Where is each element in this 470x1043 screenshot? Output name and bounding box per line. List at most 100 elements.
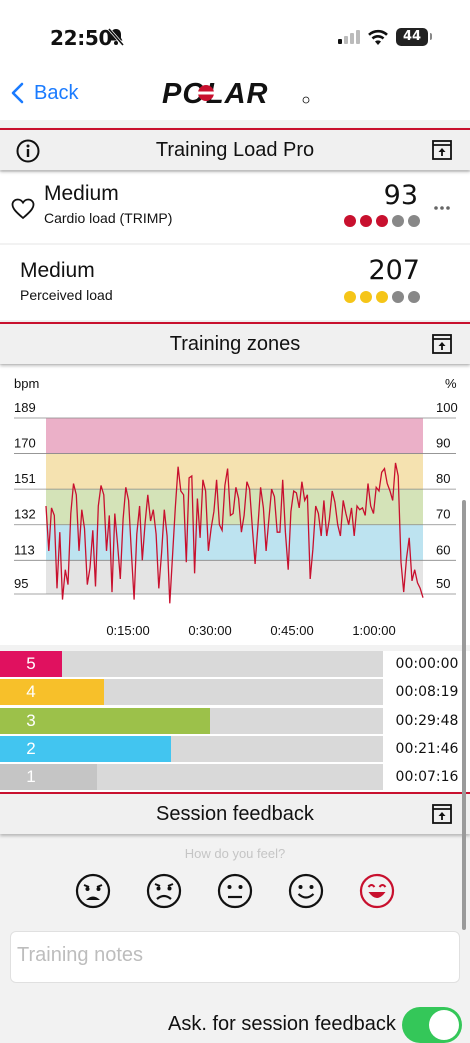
back-label: Back xyxy=(34,81,79,104)
very-sad-face-icon[interactable] xyxy=(75,873,111,909)
zone-number: 5 xyxy=(0,651,62,677)
x-tick-label: 1:00:00 xyxy=(352,623,395,638)
y-tick-right: 100 xyxy=(436,400,458,415)
heart-rate-chart: 189 170 151 132 113 95 100 90 80 70 60 50 0:15:00 0… xyxy=(0,365,470,645)
battery-tip xyxy=(430,33,432,40)
zone-bar xyxy=(62,679,104,706)
chevron-left-icon xyxy=(11,82,24,104)
y-tick-right: 60 xyxy=(436,542,450,557)
y-tick-right: 90 xyxy=(436,436,450,451)
zone-row-1: 1 00:07:16 xyxy=(0,764,470,791)
training-load-header: Training Load Pro xyxy=(0,128,470,170)
y-tick-left: 170 xyxy=(14,436,36,451)
cellular-signal-icon xyxy=(338,30,360,44)
load-dot xyxy=(344,215,356,227)
ask-feedback-label: Ask. for session feedback xyxy=(168,1013,396,1035)
perceived-load-row: Medium Perceived load 207 xyxy=(0,245,470,320)
session-feedback-title: Session feedback xyxy=(156,802,314,825)
load-dot xyxy=(408,215,420,227)
perceived-load-dots xyxy=(344,291,420,303)
zone-bar xyxy=(62,735,172,762)
y-tick-left: 189 xyxy=(14,400,36,415)
polar-logo: POLAR xyxy=(162,79,310,107)
y-tick-left: 95 xyxy=(14,576,28,591)
zone-row-2: 2 00:21:46 xyxy=(0,735,470,762)
load-dot xyxy=(392,215,404,227)
heart-rate-line xyxy=(45,462,424,604)
training-notes-input[interactable]: Training notes xyxy=(10,931,460,983)
cardio-load-label: Cardio load (TRIMP) xyxy=(44,210,173,226)
session-feedback-header: Session feedback xyxy=(0,792,470,834)
load-dot xyxy=(360,215,372,227)
x-tick-label: 0:15:00 xyxy=(106,623,149,638)
x-tick-label: 0:30:00 xyxy=(188,623,231,638)
load-dot xyxy=(392,291,404,303)
load-dot xyxy=(376,291,388,303)
expand-section-icon[interactable] xyxy=(432,140,452,160)
neutral-face-icon[interactable] xyxy=(217,873,253,909)
zone-time: 00:21:46 xyxy=(384,735,470,762)
y-tick-left: 113 xyxy=(14,542,35,557)
zone-number: 3 xyxy=(0,707,62,734)
zone-band-4 xyxy=(46,453,423,490)
scrollbar[interactable] xyxy=(462,500,466,930)
y-tick-right: 70 xyxy=(436,507,450,522)
cardio-load-value: 93 xyxy=(383,180,418,211)
battery-indicator: 44 xyxy=(396,28,428,46)
zone-row-4: 4 00:08:19 xyxy=(0,679,470,706)
toggle-knob xyxy=(429,1010,459,1040)
y-unit-right: % xyxy=(445,376,457,391)
very-happy-face-icon[interactable] xyxy=(359,873,395,909)
training-load-title: Training Load Pro xyxy=(155,138,315,161)
training-zones-title: Training zones xyxy=(169,332,301,355)
zone-bar xyxy=(62,707,210,734)
x-tick-label: 0:45:00 xyxy=(270,623,313,638)
zone-bar xyxy=(62,764,98,791)
ask-feedback-toggle[interactable] xyxy=(402,1007,462,1043)
y-tick-left: 151 xyxy=(14,471,36,486)
zone-time: 00:08:19 xyxy=(384,679,470,706)
back-button[interactable]: Back xyxy=(10,78,78,108)
zone-row-5: 5 00:00:00 xyxy=(0,651,470,677)
zone-row-3: 3 00:29:48 xyxy=(0,707,470,734)
svg-text:POLAR: POLAR xyxy=(162,79,269,107)
expand-section-icon[interactable] xyxy=(432,334,452,354)
load-dot xyxy=(344,291,356,303)
sad-face-icon[interactable] xyxy=(146,873,182,909)
heart-rate-chart-svg: 189 170 151 132 113 95 100 90 80 70 60 50 0:15:00 0… xyxy=(14,376,458,638)
load-dot xyxy=(408,291,420,303)
status-time: 22:50 xyxy=(50,26,113,50)
status-bar: 22:50 44 xyxy=(0,0,470,70)
perceived-load-value: 207 xyxy=(368,255,420,286)
zone-time: 00:07:16 xyxy=(384,764,470,791)
more-options-icon[interactable] xyxy=(433,205,451,211)
zone-band-2 xyxy=(46,524,423,561)
zone-number: 4 xyxy=(0,679,62,706)
cardio-load-level: Medium xyxy=(44,182,119,205)
zone-band-1 xyxy=(46,560,423,594)
zone-number: 1 xyxy=(0,764,62,791)
perceived-load-level: Medium xyxy=(20,259,95,282)
feel-question: How do you feel? xyxy=(184,846,286,861)
happy-face-icon[interactable] xyxy=(288,873,324,909)
zone-track xyxy=(0,651,383,677)
nav-bar: Back POLAR xyxy=(0,70,470,120)
load-dot xyxy=(360,291,372,303)
training-zones-header: Training zones xyxy=(0,322,470,364)
load-dot xyxy=(376,215,388,227)
cardio-load-row[interactable]: Medium Cardio load (TRIMP) 93 xyxy=(0,172,470,243)
info-icon[interactable] xyxy=(16,139,40,163)
zone-band-5 xyxy=(46,418,423,454)
expand-section-icon[interactable] xyxy=(432,804,452,824)
zone-time: 00:00:00 xyxy=(384,651,470,677)
wifi-icon xyxy=(368,29,388,45)
y-tick-right: 50 xyxy=(436,576,450,591)
y-tick-left: 132 xyxy=(14,507,36,522)
zone-number: 2 xyxy=(0,735,62,762)
perceived-load-label: Perceived load xyxy=(20,287,113,303)
session-feedback: How do you feel? Training notes Ask. for… xyxy=(0,835,470,1043)
zone-time: 00:29:48 xyxy=(384,707,470,734)
bell-muted-icon xyxy=(108,28,124,46)
heart-icon xyxy=(11,198,35,220)
y-unit-left: bpm xyxy=(14,376,39,391)
